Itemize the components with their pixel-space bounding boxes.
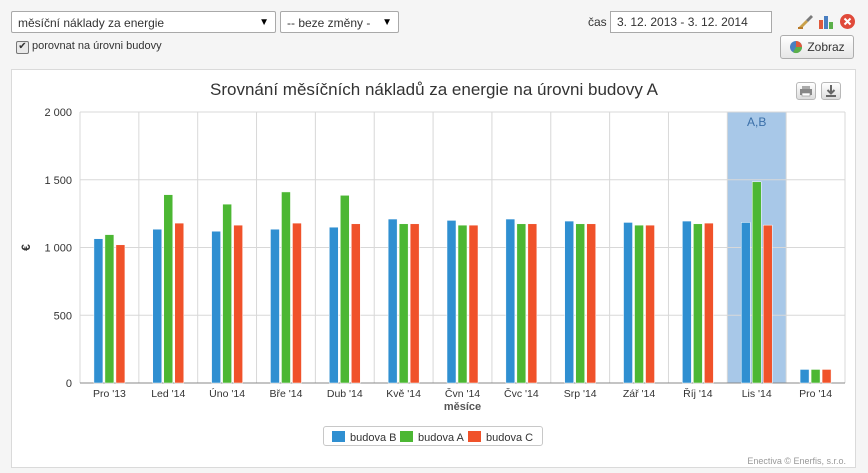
pie-chart-icon: [790, 41, 803, 54]
paint-icon[interactable]: [797, 13, 814, 30]
chart-panel: [11, 69, 856, 468]
download-button[interactable]: [821, 82, 841, 100]
metric-select[interactable]: měsíční náklady za energie ▼: [11, 11, 276, 33]
show-button-label: Zobraz: [807, 40, 845, 54]
legend-label: budova A: [418, 432, 465, 444]
close-icon[interactable]: [839, 13, 856, 30]
show-button[interactable]: Zobraz: [780, 35, 854, 59]
credit-text: Enectiva © Enerfis, s.r.o.: [747, 456, 846, 466]
legend-swatch: [332, 431, 345, 442]
change-select-value: -- beze změny -: [287, 16, 371, 30]
legend: budova B budova A budova C: [323, 426, 543, 446]
compare-checkbox[interactable]: ✔: [16, 41, 29, 54]
print-icon: [800, 86, 812, 97]
chart-title: Srovnání měsíčních nákladů za energie na…: [210, 80, 658, 99]
date-range-input[interactable]: 3. 12. 2013 - 3. 12. 2014: [610, 11, 772, 33]
legend-label: budova B: [350, 432, 396, 444]
legend-items: budova B budova A budova C: [332, 431, 533, 444]
compare-checkbox-label: porovnat na úrovni budovy: [32, 40, 162, 52]
chevron-down-icon: ▼: [259, 17, 269, 28]
chevron-down-icon: ▼: [382, 17, 392, 28]
legend-swatch: [400, 431, 413, 442]
print-button[interactable]: [796, 82, 816, 100]
time-label: čas: [588, 15, 607, 29]
change-select[interactable]: -- beze změny - ▼: [280, 11, 399, 33]
metric-select-value: měsíční náklady za energie: [18, 16, 165, 30]
bar-chart-icon[interactable]: [818, 13, 835, 30]
download-icon: [826, 85, 836, 97]
date-range-value: 3. 12. 2013 - 3. 12. 2014: [617, 15, 748, 29]
legend-label: budova C: [486, 432, 533, 444]
legend-swatch: [468, 431, 481, 442]
